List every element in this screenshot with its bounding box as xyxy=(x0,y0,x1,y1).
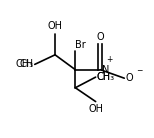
Text: O: O xyxy=(126,73,133,83)
Text: CH: CH xyxy=(19,59,34,69)
Text: N: N xyxy=(102,65,109,75)
Text: OH: OH xyxy=(48,21,63,31)
Text: −: − xyxy=(136,66,143,75)
Text: Br: Br xyxy=(75,39,86,50)
Text: CH₃: CH₃ xyxy=(97,72,115,82)
Text: CH₃: CH₃ xyxy=(15,59,34,69)
Text: CH: CH xyxy=(97,72,111,82)
Text: O: O xyxy=(97,32,104,42)
Text: +: + xyxy=(106,55,113,64)
Text: OH: OH xyxy=(88,104,103,114)
